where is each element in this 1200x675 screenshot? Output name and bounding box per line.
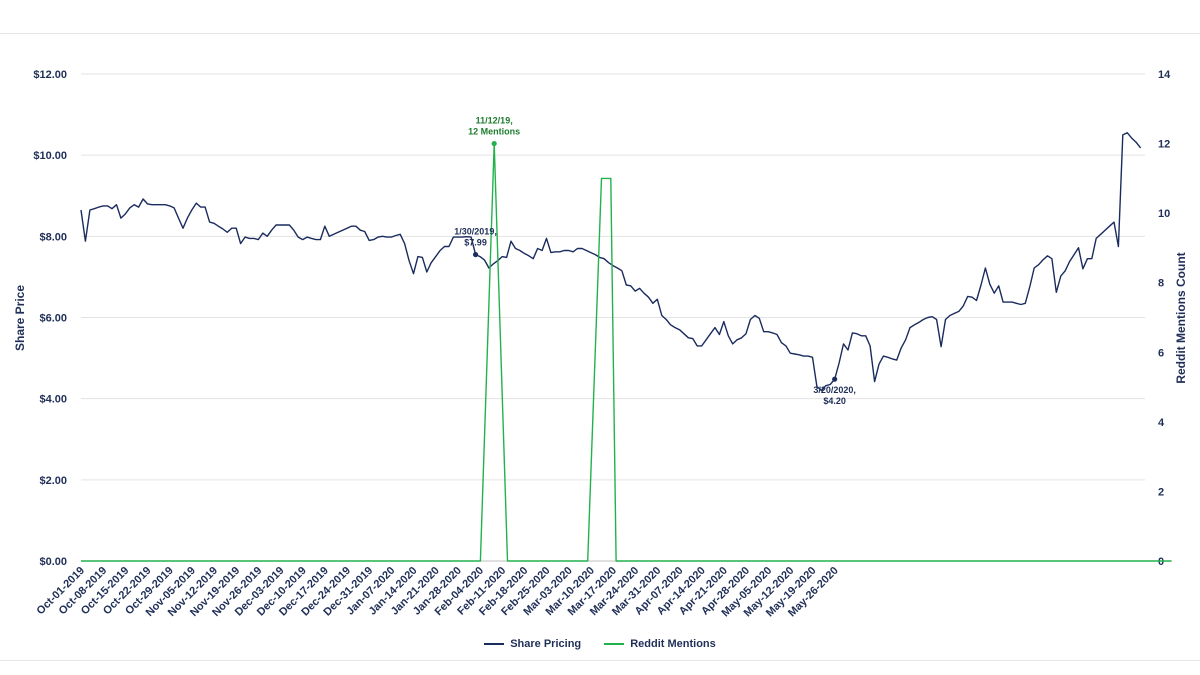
y-tick-label: $0.00: [39, 556, 67, 568]
y-tick-label: $8.00: [39, 231, 67, 243]
annotation-marker: [491, 140, 497, 147]
share-pricing-line: [80, 132, 1142, 392]
annotations: 1/30/2019,$7.99 11/12/19,12 Mentions 3/20/…: [454, 116, 856, 407]
right-axis-ticks: 0 2 4 6 8 10 12 14: [1158, 69, 1171, 568]
annotation-label: $7.99: [464, 238, 487, 248]
right-axis-title: Reddit Mentions Count: [1174, 252, 1188, 383]
y2-tick-label: 6: [1158, 347, 1164, 359]
annotation-label: 12 Mentions: [468, 127, 520, 137]
y-tick-label: $10.00: [33, 150, 67, 162]
y-tick-label: $12.00: [33, 69, 67, 81]
legend-item-share-pricing[interactable]: Share Pricing: [484, 638, 581, 650]
annotation-label: 11/12/19,: [476, 116, 513, 126]
legend-swatch-reddit-mentions: [604, 643, 625, 645]
y2-tick-label: 2: [1158, 486, 1164, 498]
y-tick-label: $6.00: [39, 313, 67, 325]
y2-tick-label: 10: [1158, 208, 1170, 220]
legend: Share Pricing Reddit Mentions: [0, 636, 1200, 650]
x-axis-ticks: Oct-01-2019Oct-08-2019Oct-15-2019Oct-22-…: [35, 565, 841, 620]
legend-swatch-share-pricing: [484, 643, 505, 645]
y2-tick-label: 0: [1158, 556, 1164, 568]
series-lines: [80, 132, 1172, 562]
y2-tick-label: 14: [1158, 69, 1171, 81]
reddit-mentions-line: [81, 142, 1172, 562]
y-tick-label: $4.00: [39, 394, 67, 406]
annotation-label: 1/30/2019,: [454, 227, 497, 237]
annotation-marker: [832, 376, 838, 382]
left-axis-title: Share Price: [13, 285, 27, 351]
y2-tick-label: 4: [1158, 417, 1165, 429]
y-tick-label: $2.00: [39, 475, 67, 487]
annotation-label: $4.20: [823, 396, 846, 406]
annotation-label: 3/20/2020,: [813, 385, 856, 395]
left-axis-ticks: $0.00 $2.00 $4.00 $6.00 $8.00 $10.00 $12.00: [33, 69, 67, 568]
y2-tick-label: 12: [1158, 139, 1170, 151]
annotation-marker: [472, 251, 479, 258]
legend-label-share-pricing: Share Pricing: [510, 638, 582, 650]
legend-item-reddit-mentions[interactable]: Reddit Mentions: [604, 638, 716, 650]
top-border: [0, 33, 1200, 34]
bottom-border: [0, 660, 1200, 661]
legend-label-reddit-mentions: Reddit Mentions: [630, 638, 716, 650]
y2-tick-label: 8: [1158, 278, 1164, 290]
